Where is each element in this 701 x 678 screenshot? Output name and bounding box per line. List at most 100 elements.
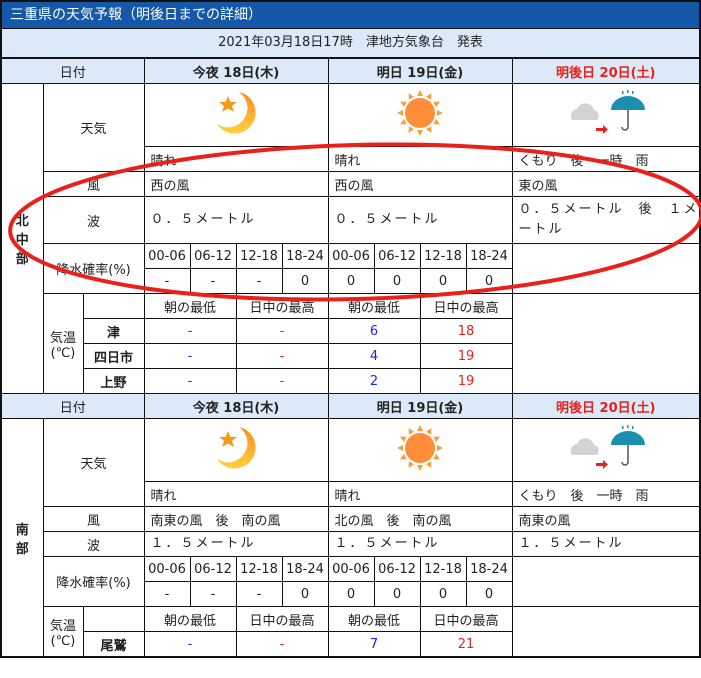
empty-cell [82, 606, 145, 632]
pop-period: 00-06 [327, 556, 375, 582]
max-temp-header: 日中の最高 [235, 606, 329, 632]
min-temp: 4 [327, 343, 421, 369]
region-name: 北中部 [0, 83, 44, 394]
weather-label: 天気 [42, 83, 145, 172]
max-temp-header: 日中の最高 [235, 293, 329, 319]
pop-value: 0 [373, 268, 421, 294]
wave-text: １．５メートル [327, 531, 513, 557]
pop-period: 00-06 [327, 243, 375, 269]
pop-value: 0 [327, 581, 375, 607]
empty-cell [511, 606, 701, 658]
pop-value: - [143, 581, 191, 607]
day-header: 今夜 18日(木) [143, 393, 329, 419]
city-row: 尾鷲 - -7 21 [1, 631, 700, 658]
empty-cell [511, 556, 701, 607]
min-temp: 6 [327, 318, 421, 344]
pop-value: 0 [465, 268, 513, 294]
temp-label-text: 気温 [49, 618, 76, 634]
max-temp: - [235, 343, 329, 369]
wind-text: 南東の風 後 南の風 [143, 506, 329, 532]
pop-value: 0 [373, 581, 421, 607]
city-name: 津 [82, 318, 145, 344]
max-temp: - [235, 368, 329, 394]
moon-star-icon [143, 83, 329, 147]
max-temp: 21 [419, 631, 513, 658]
date-label: 日付 [0, 57, 145, 84]
wave-text: ０．５メートル [327, 196, 513, 244]
city-name: 上野 [82, 368, 145, 394]
pop-value: 0 [465, 581, 513, 607]
pop-value: 0 [419, 268, 467, 294]
min-temp: 2 [327, 368, 421, 394]
cloud-then-rain-icon [511, 418, 701, 482]
min-temp-header: 朝の最低 [143, 293, 237, 319]
pop-period: 12-18 [235, 556, 283, 582]
day-header: 今夜 18日(木) [143, 57, 329, 84]
city-name: 尾鷲 [82, 631, 145, 658]
weather-text: 晴れ [327, 481, 513, 507]
wave-label: 波 [42, 196, 145, 244]
min-temp: - [143, 318, 237, 344]
pop-value: - [235, 268, 283, 294]
pop-label: 降水確率(%) [42, 556, 145, 607]
pop-period: 18-24 [281, 556, 329, 582]
city-row: 上野 - -2 19 [1, 368, 700, 394]
day-header: 明日 19日(金) [327, 57, 513, 84]
pop-value: 0 [281, 581, 329, 607]
moon-star-icon [143, 418, 329, 482]
weather-text: くもり 後 一時 雨 [511, 481, 701, 507]
pop-period: 18-24 [465, 556, 513, 582]
pop-period: 00-06 [143, 243, 191, 269]
wind-text: 南東の風 [511, 506, 701, 532]
pop-period: 12-18 [419, 556, 467, 582]
day-header: 明日 19日(金) [327, 393, 513, 419]
max-temp: - [235, 631, 329, 658]
cloud-then-rain-icon [511, 83, 701, 147]
max-temp: 18 [419, 318, 513, 344]
region-name: 南部 [0, 418, 44, 658]
issued-time: 2021年03月18日17時 津地方気象台 発表 [0, 29, 701, 57]
pop-period: 06-12 [189, 243, 237, 269]
empty-cell [511, 293, 701, 394]
date-header-row: 日付 今夜 18日(木) 明日 19日(金) 明後日 20日(土) [0, 57, 701, 84]
pop-value: 0 [327, 268, 375, 294]
max-temp-header: 日中の最高 [419, 606, 513, 632]
pop-value: 0 [281, 268, 329, 294]
weather-text: 晴れ [327, 146, 513, 172]
max-temp: 19 [419, 343, 513, 369]
max-temp-header: 日中の最高 [419, 293, 513, 319]
wind-text: 西の風 [327, 171, 513, 197]
forecast-table: 日付 今夜 18日(木) 明日 19日(金) 明後日 20日(土) 北中部 天気 晴れ 晴れく… [0, 57, 701, 658]
temp-unit: (℃) [50, 633, 76, 649]
wind-text: 西の風 [143, 171, 329, 197]
pop-period: 18-24 [281, 243, 329, 269]
pop-period: 18-24 [465, 243, 513, 269]
wave-label: 波 [42, 531, 145, 557]
min-temp: - [143, 343, 237, 369]
sun-icon [327, 418, 513, 482]
min-temp: 7 [327, 631, 421, 658]
pop-value: - [143, 268, 191, 294]
pop-value: 0 [419, 581, 467, 607]
temp-label: 気温 (℃) [42, 606, 84, 658]
wave-text: １．５メートル [143, 531, 329, 557]
wind-text: 東の風 [511, 171, 701, 197]
wave-text: ０．５メートル [143, 196, 329, 244]
pop-period: 06-12 [189, 556, 237, 582]
wave-text: ０．５メートル 後 １メートル [511, 196, 701, 244]
empty-cell [511, 243, 701, 294]
pop-period: 12-18 [235, 243, 283, 269]
min-temp-header: 朝の最低 [327, 606, 421, 632]
temp-label-text: 気温 [49, 330, 76, 346]
min-temp: - [143, 631, 237, 658]
wave-text: １．５メートル [511, 531, 701, 557]
wind-text: 北の風 後 南の風 [327, 506, 513, 532]
temp-label: 気温 (℃) [42, 293, 84, 394]
temp-unit: (℃) [50, 345, 76, 361]
pop-period: 12-18 [419, 243, 467, 269]
empty-cell [82, 293, 145, 319]
page-title: 三重県の天気予報（明後日までの詳細） [0, 0, 701, 29]
weather-label: 天気 [42, 418, 145, 507]
date-label: 日付 [0, 393, 145, 419]
weather-text: 晴れ [143, 146, 329, 172]
